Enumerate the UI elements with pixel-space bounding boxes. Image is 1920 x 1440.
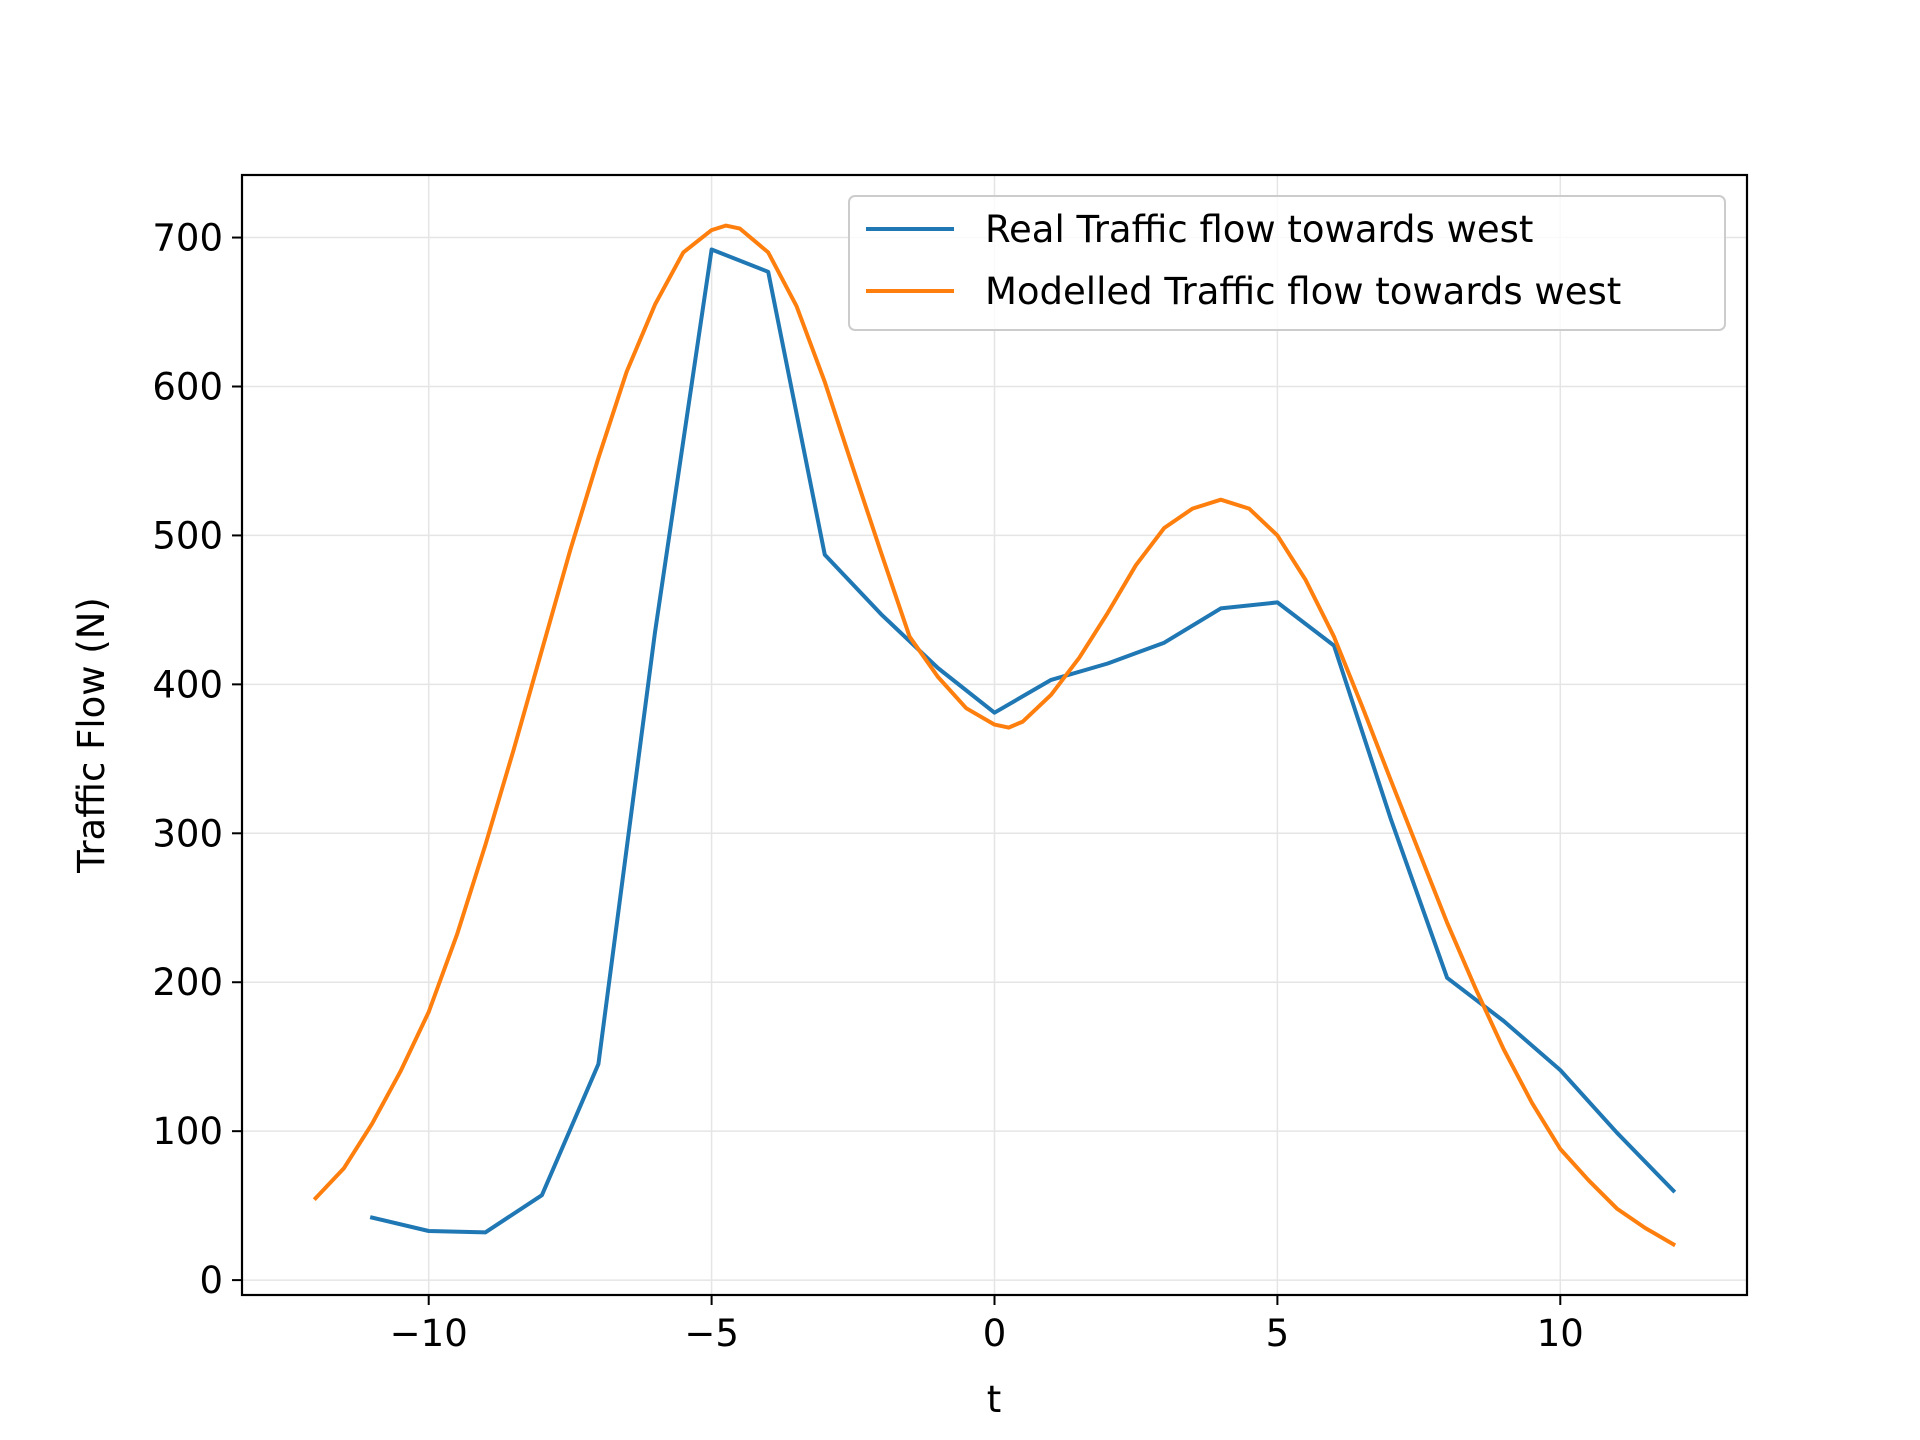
legend-label-real: Real Traffic flow towards west [985, 208, 1533, 251]
y-tick-label: 300 [152, 812, 223, 855]
y-axis-label: Traffic Flow (N) [70, 597, 113, 874]
y-tick-label: 600 [152, 365, 223, 408]
x-tick-label: −10 [390, 1312, 468, 1355]
grid-lines [242, 175, 1747, 1295]
y-tick-label: 500 [152, 514, 223, 557]
y-tick-label: 100 [152, 1110, 223, 1153]
x-axis: −10 −5 0 5 10 [390, 1295, 1584, 1355]
series-line-real [369, 247, 1677, 1235]
x-tick-label: −5 [684, 1312, 739, 1355]
legend-box [848, 195, 1726, 331]
y-tick-label: 0 [199, 1259, 223, 1302]
x-tick-label: 10 [1537, 1312, 1584, 1355]
legend-label-modelled: Modelled Traffic flow towards west [985, 270, 1621, 313]
y-axis: 0 100 200 300 400 500 600 700 [152, 217, 242, 1302]
legend: Real Traffic flow towards west Modelled … [848, 195, 1726, 331]
y-tick-label: 700 [152, 217, 223, 260]
y-tick-label: 400 [152, 663, 223, 706]
x-tick-label: 0 [983, 1312, 1007, 1355]
x-axis-label: t [987, 1378, 1002, 1421]
series-line-modelled [312, 223, 1677, 1248]
series-layer [312, 223, 1677, 1248]
y-tick-label: 200 [152, 961, 223, 1004]
x-tick-label: 5 [1266, 1312, 1290, 1355]
